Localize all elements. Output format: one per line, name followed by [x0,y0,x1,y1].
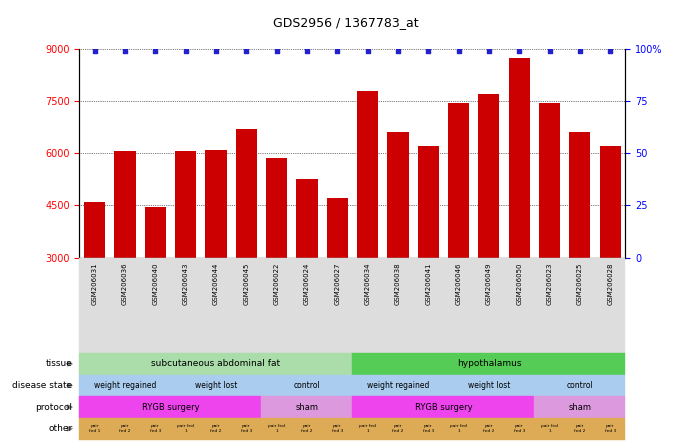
Text: GSM206024: GSM206024 [304,263,310,305]
Bar [569,132,591,362]
Bar [84,202,105,362]
Text: GSM206036: GSM206036 [122,262,128,305]
Text: pair
fed 2: pair fed 2 [210,424,222,433]
Point [513,47,524,54]
Point [120,47,131,54]
Text: GSM206022: GSM206022 [274,263,280,305]
Text: pair
fed 1: pair fed 1 [89,424,100,433]
Point [544,47,555,54]
Point [89,47,100,54]
Text: GSM206050: GSM206050 [516,263,522,305]
Bar [357,91,378,362]
Text: pair
fed 2: pair fed 2 [120,424,131,433]
Bar [417,146,439,362]
Point [271,47,282,54]
Text: subcutaneous abdominal fat: subcutaneous abdominal fat [151,359,281,369]
Text: pair fed
1: pair fed 1 [268,424,285,433]
Text: GSM206044: GSM206044 [213,263,219,305]
Text: RYGB surgery: RYGB surgery [142,403,199,412]
Text: pair fed
1: pair fed 1 [450,424,467,433]
Text: weight regained: weight regained [367,381,429,390]
Bar [144,207,166,362]
Text: sham: sham [569,403,591,412]
Point [210,47,221,54]
Text: weight lost: weight lost [468,381,510,390]
Text: GSM206046: GSM206046 [455,263,462,305]
Bar [539,103,560,362]
Text: pair
fed 3: pair fed 3 [513,424,525,433]
Text: pair
fed 3: pair fed 3 [605,424,616,433]
Text: pair fed
1: pair fed 1 [359,424,376,433]
Point [180,47,191,54]
Text: GSM206040: GSM206040 [152,263,158,305]
Text: GSM206027: GSM206027 [334,263,340,305]
Text: hypothalamus: hypothalamus [457,359,521,369]
Text: sham: sham [296,403,319,412]
Text: protocol: protocol [35,403,73,412]
Point [332,47,343,54]
Point [392,47,404,54]
Point [240,47,252,54]
Bar [296,179,318,362]
Text: pair
fed 2: pair fed 2 [392,424,404,433]
Text: pair
fed 3: pair fed 3 [422,424,434,433]
Bar [448,103,469,362]
Bar [327,198,348,362]
Text: tissue: tissue [46,359,73,369]
Text: pair
fed 3: pair fed 3 [332,424,343,433]
Bar [266,159,287,362]
Bar [509,58,530,362]
Text: pair fed
1: pair fed 1 [541,424,558,433]
Bar [600,146,621,362]
Text: GSM206034: GSM206034 [365,263,370,305]
Text: pair
fed 3: pair fed 3 [149,424,161,433]
Text: pair
fed 2: pair fed 2 [574,424,585,433]
Text: control: control [294,381,321,390]
Bar [175,151,196,362]
Point [362,47,373,54]
Text: GDS2956 / 1367783_at: GDS2956 / 1367783_at [273,16,418,29]
Bar [387,132,408,362]
Text: GSM206049: GSM206049 [486,263,492,305]
Bar [236,129,257,362]
Text: GSM206031: GSM206031 [92,262,97,305]
Text: GSM206023: GSM206023 [547,263,553,305]
Text: other: other [48,424,73,433]
Text: pair fed
1: pair fed 1 [177,424,194,433]
Point [453,47,464,54]
Text: pair
fed 3: pair fed 3 [240,424,252,433]
Point [483,47,494,54]
Text: pair
fed 2: pair fed 2 [301,424,312,433]
Bar [205,150,227,362]
Text: disease state: disease state [12,381,73,390]
Text: GSM206045: GSM206045 [243,263,249,305]
Point [605,47,616,54]
Text: pair
fed 2: pair fed 2 [483,424,495,433]
Text: GSM206038: GSM206038 [395,262,401,305]
Bar [114,151,135,362]
Text: GSM206043: GSM206043 [182,263,189,305]
Text: RYGB surgery: RYGB surgery [415,403,472,412]
Text: control: control [567,381,594,390]
Point [423,47,434,54]
Point [150,47,161,54]
Point [301,47,312,54]
Text: GSM206041: GSM206041 [425,263,431,305]
Point [574,47,585,54]
Text: weight regained: weight regained [94,381,156,390]
Text: GSM206028: GSM206028 [607,263,613,305]
Text: GSM206025: GSM206025 [577,263,583,305]
Text: weight lost: weight lost [195,381,237,390]
Bar [478,94,500,362]
